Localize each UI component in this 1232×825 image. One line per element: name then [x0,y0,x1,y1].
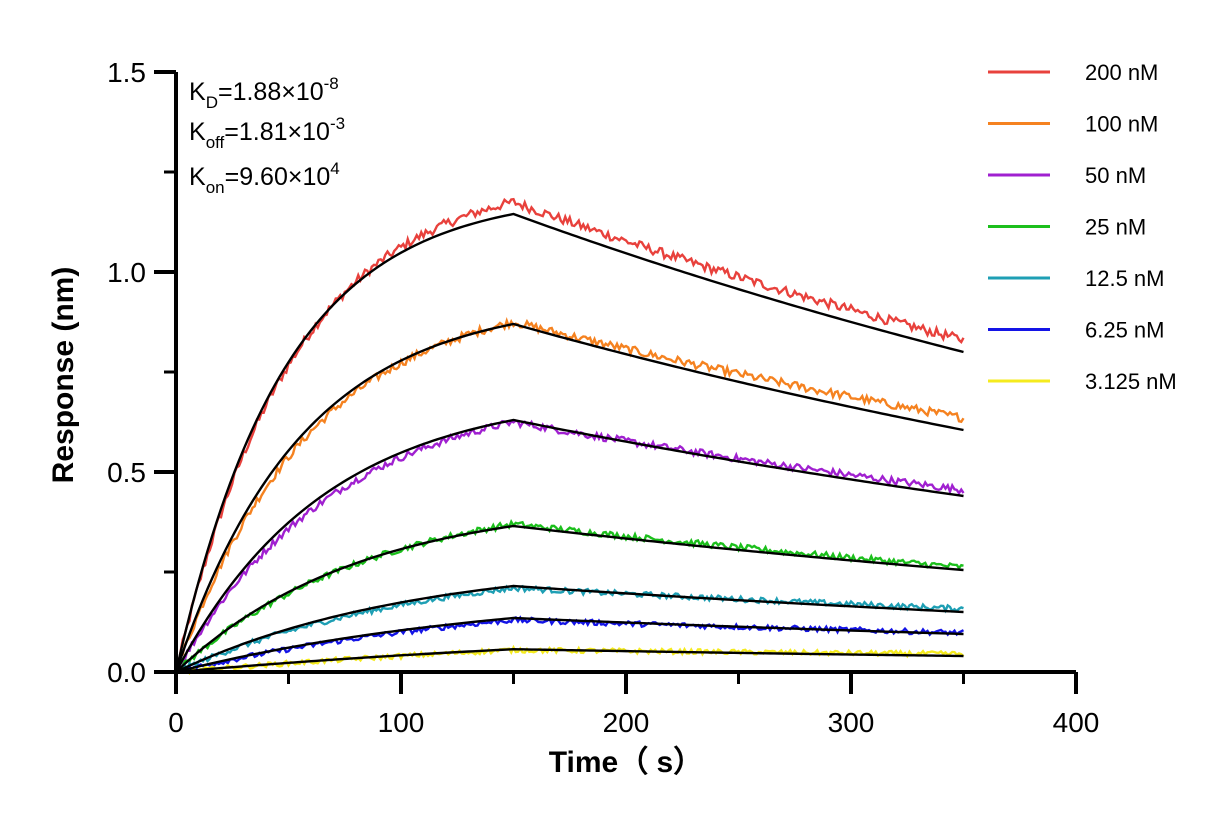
kinetic-kd: KD=1.88×10-8 [189,74,339,112]
fit-line-25-nM [175,524,964,673]
x-axis-title: Time（ s） [549,745,704,779]
fit-line-12_5-nM [175,584,964,674]
axes: 0 100 200 300 400 0.0 0.5 1.0 1.5 [107,57,1099,738]
legend-label: 6.25 nM [1085,318,1165,343]
y-tick-label: 1.5 [107,57,146,88]
fit-line-50-nM [174,418,964,673]
fit-line-100-nM [174,322,964,673]
y-tick-label: 1.0 [107,257,146,288]
legend-label: 50 nM [1085,163,1146,188]
fit-line-200-nM [174,212,964,673]
x-tick-label: 400 [1053,707,1100,738]
plot-area [174,197,965,676]
fit-line-6_25-nM [175,616,964,674]
kinetic-kon: Kon=9.60×104 [189,159,340,197]
legend: 200 nM 100 nM 50 nM 25 nM 12.5 nM 6.25 nM 3.12… [988,60,1177,394]
x-tick-label: 200 [603,707,650,738]
data-line-12_5-nM [175,584,964,674]
data-line-50-nM [175,419,965,674]
data-line-100-nM [175,316,965,673]
y-tick-label: 0.0 [107,657,146,688]
legend-label: 100 nM [1085,112,1158,137]
legend-label: 12.5 nM [1085,266,1165,291]
x-tick-label: 300 [828,707,875,738]
legend-label: 25 nM [1085,215,1146,240]
legend-label: 200 nM [1085,60,1158,85]
legend-label: 3.125 nM [1085,369,1177,394]
x-tick-label: 0 [168,707,184,738]
fit-line-3_125-nM [175,647,964,674]
kinetic-koff: Koff=1.81×10-3 [189,114,345,152]
x-tick-label: 100 [378,707,425,738]
y-tick-label: 0.5 [107,457,146,488]
y-axis-title: Response (nm) [47,267,80,484]
data-line-200-nM [174,197,965,673]
